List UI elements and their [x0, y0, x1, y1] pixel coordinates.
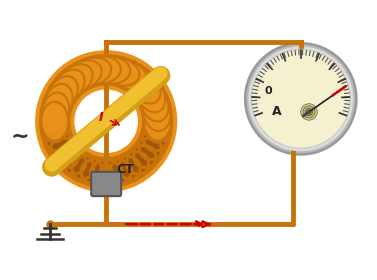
Text: A: A [272, 106, 282, 118]
Ellipse shape [101, 58, 139, 86]
Circle shape [251, 50, 350, 148]
Text: ~: ~ [11, 126, 29, 146]
Text: 0: 0 [265, 86, 272, 96]
Ellipse shape [135, 130, 165, 166]
Ellipse shape [92, 159, 130, 186]
Circle shape [247, 45, 355, 153]
Ellipse shape [101, 157, 139, 185]
Ellipse shape [144, 102, 171, 141]
Text: I: I [98, 111, 103, 124]
Circle shape [248, 46, 353, 151]
Ellipse shape [42, 93, 69, 131]
Ellipse shape [120, 64, 155, 96]
Circle shape [305, 108, 313, 116]
Ellipse shape [111, 153, 147, 182]
Ellipse shape [140, 121, 169, 159]
Ellipse shape [52, 70, 84, 104]
Ellipse shape [47, 130, 78, 166]
Ellipse shape [73, 157, 111, 185]
Ellipse shape [58, 146, 93, 178]
FancyBboxPatch shape [91, 172, 121, 196]
Ellipse shape [42, 111, 69, 150]
Ellipse shape [92, 57, 130, 84]
Circle shape [307, 110, 311, 114]
Ellipse shape [47, 76, 78, 112]
Ellipse shape [143, 111, 170, 150]
Ellipse shape [82, 159, 121, 186]
Text: CT: CT [116, 164, 134, 176]
Ellipse shape [120, 146, 155, 178]
Ellipse shape [128, 70, 161, 104]
Circle shape [244, 42, 358, 156]
Ellipse shape [82, 57, 121, 84]
Ellipse shape [44, 84, 73, 122]
Ellipse shape [111, 60, 147, 90]
Ellipse shape [73, 58, 111, 86]
Ellipse shape [58, 64, 93, 96]
Ellipse shape [128, 139, 161, 173]
Ellipse shape [41, 102, 68, 141]
Ellipse shape [52, 139, 84, 173]
Circle shape [301, 104, 317, 120]
Ellipse shape [140, 84, 169, 122]
Ellipse shape [44, 121, 73, 159]
Ellipse shape [143, 93, 170, 131]
Circle shape [303, 106, 315, 118]
Ellipse shape [65, 153, 102, 182]
Circle shape [251, 50, 350, 148]
Ellipse shape [135, 76, 165, 112]
Ellipse shape [65, 60, 102, 90]
